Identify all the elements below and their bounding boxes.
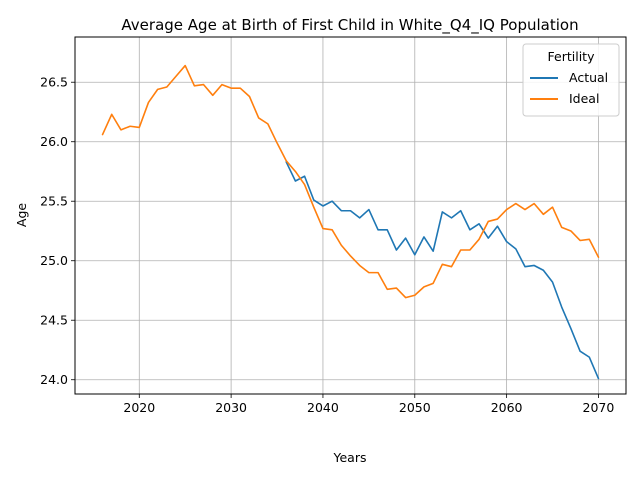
- legend-title: Fertility: [548, 49, 596, 64]
- gridlines: [75, 37, 626, 394]
- x-tick-label: 2030: [215, 400, 247, 415]
- y-axis-label: Age: [14, 203, 29, 227]
- plot-area-frame: [74, 36, 627, 395]
- x-tick-label: 2050: [399, 400, 431, 415]
- x-tick-label: 2040: [307, 400, 339, 415]
- y-tick-label: 26.0: [40, 134, 68, 149]
- legend: Fertility Actual Ideal: [522, 43, 620, 117]
- y-tick-label: 24.5: [40, 313, 68, 328]
- chart-title: Average Age at Birth of First Child in W…: [121, 16, 578, 35]
- x-tick-label: 2070: [583, 400, 615, 415]
- legend-label-actual: Actual: [569, 70, 608, 85]
- x-axis-label: Years: [333, 450, 367, 465]
- series-lines: [101, 64, 600, 380]
- y-tick-label: 24.0: [40, 372, 68, 387]
- x-tick-label: 2020: [123, 400, 155, 415]
- x-tick-label: 2060: [491, 400, 523, 415]
- series-line-ideal: [101, 64, 600, 299]
- legend-label-ideal: Ideal: [569, 91, 599, 106]
- y-tick-label: 26.5: [40, 75, 68, 90]
- series-line-actual: [285, 161, 600, 380]
- y-tick-label: 25.0: [40, 253, 68, 268]
- y-tick-label: 25.5: [40, 194, 68, 209]
- axis-ticks: 2020 2030 2040 2050 2060 2070 24.0 24.5 25.0 25.5…: [40, 75, 614, 415]
